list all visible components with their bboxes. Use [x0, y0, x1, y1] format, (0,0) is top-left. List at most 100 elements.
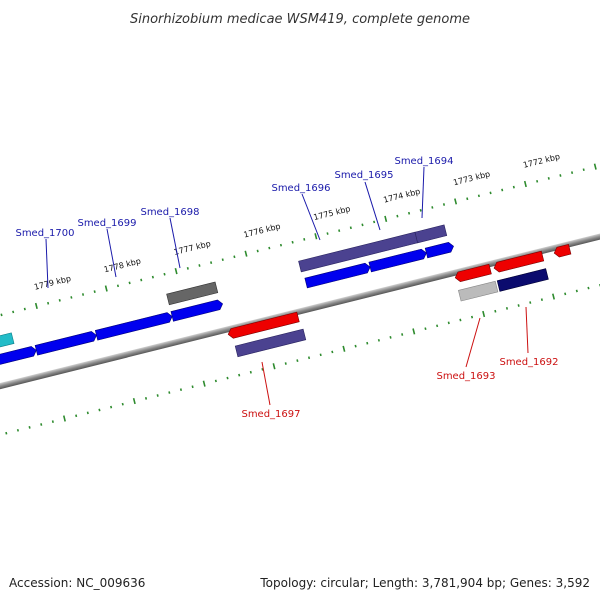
minor-tick [424, 327, 427, 331]
minor-tick [377, 338, 380, 342]
minor-tick [186, 267, 189, 270]
gene-block-grey[interactable] [166, 281, 219, 306]
gene-arrow-smed-1699[interactable] [94, 312, 173, 341]
major-tick [62, 415, 66, 422]
minor-tick [28, 426, 31, 429]
major-tick [132, 397, 136, 405]
minor-tick [110, 405, 113, 409]
minor-tick [256, 249, 259, 253]
minor-tick [303, 238, 306, 241]
minor-tick [179, 388, 183, 392]
gene-block-dark-2[interactable] [414, 224, 448, 244]
gene-label-smed-1695[interactable]: Smed_1695 [334, 170, 393, 181]
gene-labels: Smed_1694 Smed_1695 Smed_1696 Smed_1698 … [15, 156, 558, 420]
gene-label-smed-1696[interactable]: Smed_1696 [271, 183, 330, 194]
minor-tick [5, 431, 8, 435]
gene-arrow-smed-1694[interactable] [424, 241, 455, 259]
kbp-label: 1775 kbp [313, 204, 352, 222]
gene-block-navy[interactable] [496, 268, 549, 292]
forward-gene-row [0, 241, 455, 371]
minor-tick [536, 179, 539, 183]
kbp-label: 1774 kbp [382, 187, 421, 205]
gene-block-light-grey[interactable] [458, 280, 499, 302]
minor-tick [98, 408, 101, 412]
minor-tick [349, 226, 352, 230]
minor-tick [505, 307, 509, 310]
gene-label-smed-1697[interactable]: Smed_1697 [241, 409, 300, 420]
minor-tick [547, 177, 550, 180]
minor-tick [221, 258, 224, 262]
minor-tick [214, 379, 217, 383]
minor-tick [361, 223, 364, 227]
callout-line-smed-1694 [421, 166, 425, 219]
callout-line-smed-1698 [169, 217, 181, 269]
minor-tick [163, 272, 166, 276]
minor-tick [447, 321, 450, 325]
minor-tick [47, 301, 50, 305]
minor-tick [319, 353, 322, 357]
major-tick [593, 163, 597, 170]
major-tick [412, 328, 416, 335]
callout-line-smed-1699 [106, 228, 117, 278]
minor-tick [559, 174, 562, 177]
gene-callouts [45, 166, 529, 406]
gene-label-smed-1699[interactable]: Smed_1699 [77, 218, 136, 229]
minor-tick [51, 420, 54, 423]
minor-tick [466, 197, 469, 201]
gene-arrow-smed-1693[interactable] [454, 263, 492, 282]
gene-arrow-smed-1697[interactable] [227, 311, 300, 339]
gene-label-smed-1700[interactable]: Smed_1700 [15, 228, 74, 239]
minor-tick [582, 168, 585, 172]
gene-label-smed-1693[interactable]: Smed_1693 [436, 371, 495, 382]
minor-tick [442, 203, 446, 206]
minor-tick [12, 310, 15, 314]
gene-arrow-smed-1692[interactable] [493, 250, 545, 273]
minor-tick [151, 275, 154, 279]
minor-tick [517, 304, 520, 307]
kbp-label: 1779 kbp [33, 274, 72, 292]
gene-arrow-smed-1695[interactable] [368, 248, 428, 273]
forward-gene-outer-row [0, 224, 448, 354]
minor-tick [198, 264, 201, 267]
major-tick [34, 302, 38, 310]
minor-tick [233, 255, 236, 259]
major-tick [202, 380, 206, 387]
minor-tick [168, 391, 171, 394]
gene-label-smed-1694[interactable]: Smed_1694 [394, 156, 453, 167]
major-tick [174, 268, 178, 275]
accession-text: Accession: NC_009636 [9, 576, 145, 590]
gene-arrow-left-edge[interactable] [0, 345, 38, 371]
minor-tick [470, 315, 474, 319]
gene-block-cyan[interactable] [0, 332, 15, 354]
minor-tick [23, 307, 26, 311]
gene-block-dark-reverse[interactable] [234, 328, 307, 358]
minor-tick [291, 240, 294, 244]
major-tick [523, 180, 527, 188]
minor-tick [86, 411, 89, 415]
minor-tick [540, 298, 543, 302]
gene-arrow-smed-1700[interactable] [34, 330, 98, 356]
minor-tick [436, 324, 439, 328]
major-tick [454, 198, 458, 205]
minor-tick [191, 385, 194, 389]
major-tick [272, 363, 276, 370]
minor-tick [226, 376, 229, 380]
minor-tick [75, 414, 78, 418]
gene-label-smed-1692[interactable]: Smed_1692 [499, 357, 558, 368]
gene-arrow-right-edge[interactable] [553, 244, 572, 258]
gene-arrow-smed-1698[interactable] [170, 299, 224, 322]
minor-tick [338, 229, 341, 233]
gene-label-smed-1698[interactable]: Smed_1698 [140, 207, 199, 218]
minor-tick [366, 341, 369, 345]
gene-arrow-smed-1696[interactable] [304, 262, 371, 289]
inner-tick-track [5, 283, 600, 435]
minor-tick [431, 206, 434, 209]
minor-tick [459, 318, 462, 322]
minor-tick [16, 428, 20, 432]
outer-tick-track [0, 163, 597, 317]
genome-summary-text: Topology: circular; Length: 3,781,904 bp… [259, 576, 590, 590]
minor-tick [419, 208, 422, 212]
major-tick [482, 310, 486, 318]
callout-line-smed-1700 [45, 238, 49, 289]
